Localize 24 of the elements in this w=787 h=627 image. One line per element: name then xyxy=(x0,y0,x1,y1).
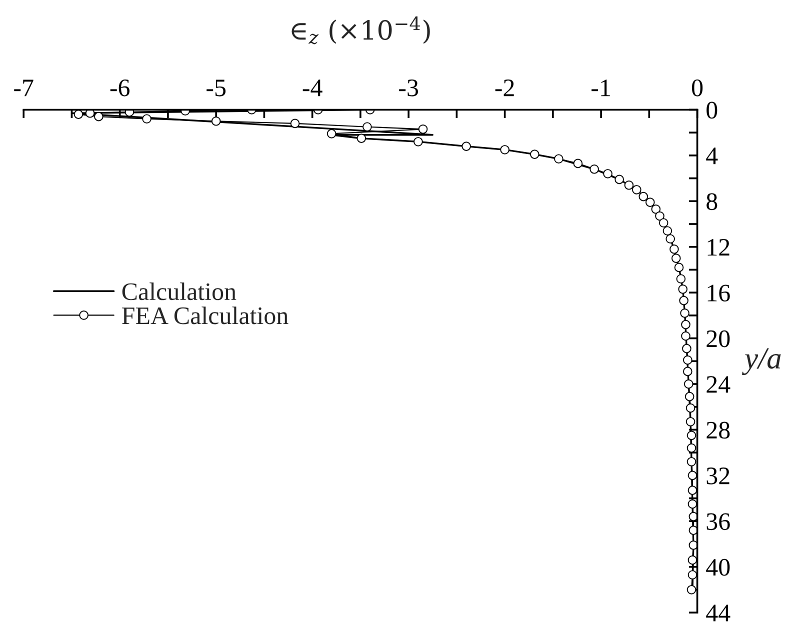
x-tick-label: -5 xyxy=(206,80,226,96)
y-axis-title: y/a xyxy=(742,348,781,376)
x-tick-label: -7 xyxy=(14,80,34,96)
legend-label: FEA Calculation xyxy=(122,306,288,324)
x-tick-label: -4 xyxy=(302,80,322,96)
y-tick-label: 20 xyxy=(706,330,730,348)
legend-label: Calculation xyxy=(122,282,236,300)
y-tick-label: 24 xyxy=(706,376,730,393)
y-tick-label: 8 xyxy=(706,193,718,210)
x-tick-label: -6 xyxy=(110,80,130,96)
x-axis-title: ∈$_{z}$ (×10$^{−4}$) xyxy=(292,16,430,44)
y-tick-label: 16 xyxy=(708,284,730,302)
y-tick-label: 28 xyxy=(706,422,730,439)
x-tick-label: -3 xyxy=(399,80,418,96)
x-tick-label: -2 xyxy=(495,80,514,96)
y-tick-label: 12 xyxy=(708,238,730,256)
x-tick-label: 0 xyxy=(692,79,703,96)
y-tick-label: 40 xyxy=(706,558,730,576)
y-tick-label: 32 xyxy=(706,468,730,484)
y-tick-label: 36 xyxy=(706,513,730,530)
y-tick-label: 44 xyxy=(706,604,730,622)
x-tick-label: -1 xyxy=(592,80,610,96)
y-tick-label: 4 xyxy=(706,148,718,164)
y-tick-label: 0 xyxy=(706,102,718,119)
